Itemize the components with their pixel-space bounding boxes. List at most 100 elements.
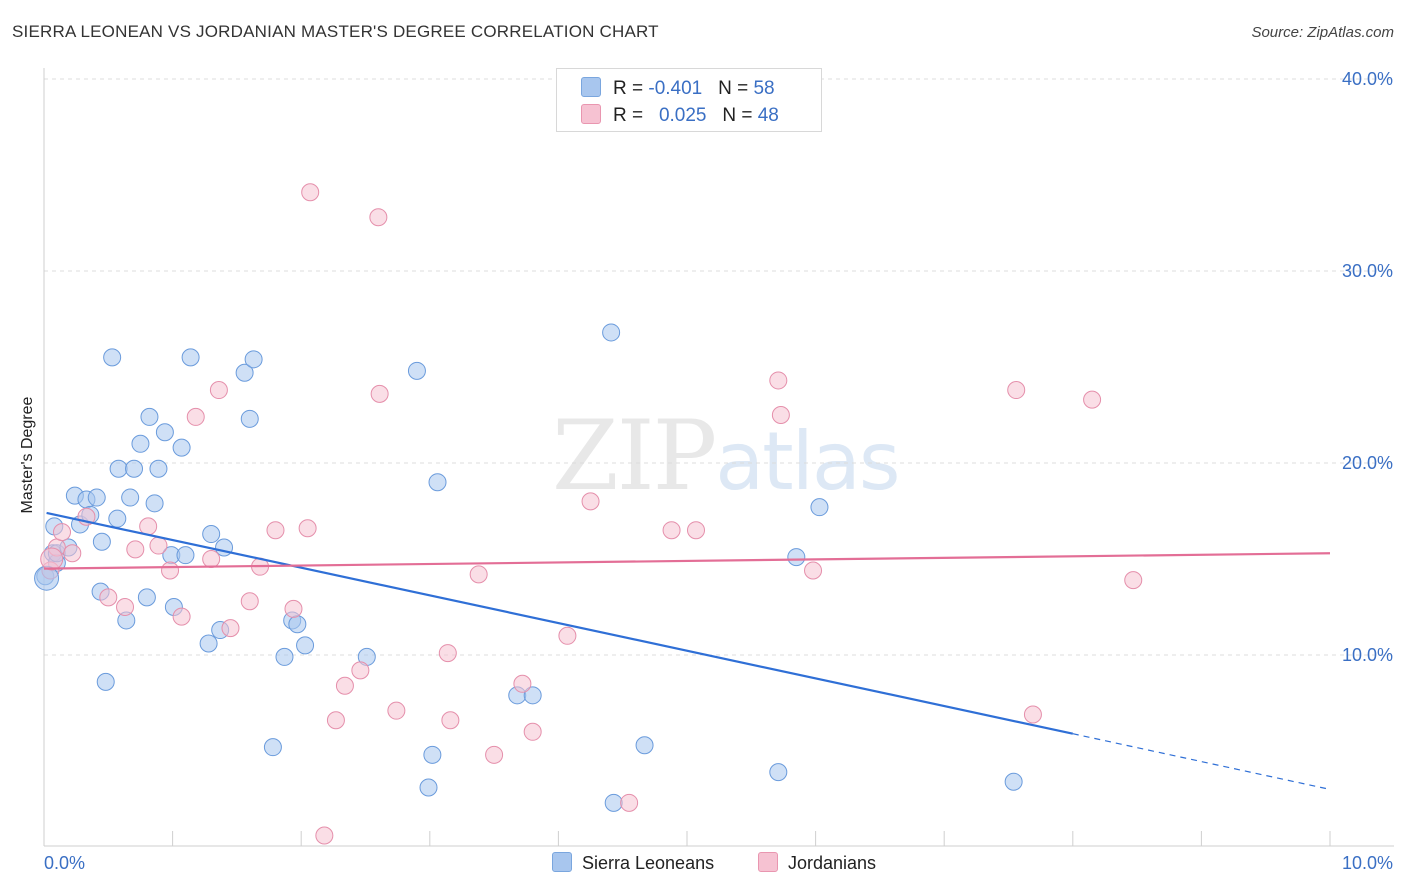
jordanian-point [370, 384, 389, 403]
jordanian-point [387, 701, 406, 720]
jordanian-point [149, 536, 168, 555]
legend-swatch-blue [581, 77, 601, 97]
y-tick-label: 40.0% [1342, 69, 1393, 89]
sierra-leonean-point [787, 548, 806, 567]
jordanian-point [221, 619, 240, 638]
jordanian-point [209, 381, 228, 400]
sierra-leonean-point [423, 745, 442, 764]
jordanian-point [298, 519, 317, 538]
chart-title: SIERRA LEONEAN VS JORDANIAN MASTER'S DEG… [12, 22, 659, 41]
bottom-legend-jordanians: Jordanians [758, 852, 876, 874]
jordanian-point [335, 676, 354, 695]
jordanian-point [469, 565, 488, 584]
sierra-leonean-point [121, 488, 140, 507]
legend-row-jordanians: R = 0.025 N = 48 [581, 104, 779, 127]
sierra-leonean-point [181, 348, 200, 367]
sierra-leonean-point [419, 778, 438, 797]
sierra-leonean-point [92, 532, 111, 551]
sierra-leonean-point [140, 407, 159, 426]
sierra-leonean-point [635, 736, 654, 755]
bottom-legend-swatch-pink [758, 852, 778, 872]
jordanian-point [315, 826, 334, 845]
sierra-leonean-point [275, 647, 294, 666]
sierra-leonean-point [602, 323, 621, 342]
sierra-leonean-point [1004, 772, 1023, 791]
sierra-leonean-point [155, 423, 174, 442]
jordanian-point [581, 492, 600, 511]
jordanian-point [513, 674, 532, 693]
sierra-leonean-point [235, 363, 254, 382]
jordanian-point [1124, 571, 1143, 590]
sierra-leonean-trendline [46, 511, 1074, 735]
legend-n-value: 58 [753, 78, 775, 99]
jordanian-point [186, 407, 205, 426]
x-tick-label: 10.0% [1342, 853, 1393, 873]
jordanian-point [40, 547, 64, 571]
source-note: Source: ZipAtlas.com [1251, 24, 1394, 41]
legend-row-sierra-leoneans: R = -0.401 N = 58 [581, 77, 775, 100]
sierra-leonean-point [176, 546, 195, 565]
jordanian-point [116, 598, 135, 616]
legend-n-value: 48 [757, 105, 779, 126]
jordanian-point [326, 711, 345, 730]
jordanian-point [1007, 381, 1026, 400]
bottom-legend-label: Sierra Leoneans [582, 853, 715, 873]
sierra-leonean-point [131, 434, 150, 453]
sierra-leonean-point [810, 498, 829, 517]
jordanian-point [438, 644, 457, 663]
jordanian-point [620, 793, 639, 812]
sierra-leonean-point [604, 793, 623, 812]
bottom-legend-sierra-leoneans: Sierra Leoneans [552, 852, 714, 874]
sierra-leonean-point [172, 438, 191, 457]
x-tick-label: 0.0% [44, 853, 85, 873]
zipatlas-watermark: ZIPatlas [552, 400, 901, 512]
jordanian-point [804, 561, 823, 580]
jordanian-point [161, 561, 180, 580]
legend-n-label: N = [722, 105, 758, 126]
sierra-leonean-point [769, 763, 788, 782]
jordanian-point [1023, 705, 1042, 724]
jordanian-point [172, 607, 191, 626]
sierra-leonean-point [407, 361, 426, 380]
jordanian-point [523, 722, 542, 741]
jordanian-point [369, 208, 388, 227]
sierra-leonean-point [244, 350, 263, 369]
y-tick-label: 30.0% [1342, 261, 1393, 281]
sierra-leonean-point [137, 588, 156, 607]
sierra-leonean-point [199, 634, 218, 653]
jordanian-point [687, 521, 706, 540]
jordanian-point [202, 550, 221, 568]
jordanian-point [139, 517, 158, 536]
sierra-leonean-point [523, 686, 542, 705]
jordanian-point [771, 406, 790, 424]
jordanian-point [99, 588, 118, 607]
jordanian-point [662, 521, 681, 540]
jordanian-point [485, 745, 504, 764]
sierra-leonean-trendline-projection [1072, 733, 1331, 790]
jordanian-trendline [43, 552, 1331, 570]
sierra-leonean-point [288, 615, 307, 634]
jordanian-point [441, 711, 460, 730]
jordanian-point [351, 661, 370, 680]
bottom-legend-swatch-blue [552, 852, 572, 872]
jordanian-point [284, 599, 303, 618]
jordanian-point [126, 540, 145, 559]
sierra-leonean-point [125, 459, 144, 478]
sierra-leonean-point [108, 509, 127, 528]
sierra-leonean-point [428, 473, 447, 492]
legend-r-value: -0.401 [648, 78, 703, 99]
sierra-leonean-point [263, 738, 282, 757]
jordanian-point [1083, 390, 1102, 409]
sierra-leonean-point [149, 459, 168, 478]
sierra-leonean-point [145, 494, 164, 513]
sierra-leonean-point [96, 672, 115, 691]
bottom-legend-label: Jordanians [788, 853, 877, 873]
legend-r-value: 0.025 [658, 105, 707, 126]
correlation-legend: R = -0.401 N = 58 R = 0.025 N = 48 [556, 68, 822, 132]
watermark-zip: ZIP [552, 400, 717, 512]
legend-n-label: N = [718, 78, 754, 99]
sierra-leonean-point [103, 348, 122, 367]
sierra-leonean-point [296, 636, 315, 655]
jordanian-point [63, 544, 82, 563]
